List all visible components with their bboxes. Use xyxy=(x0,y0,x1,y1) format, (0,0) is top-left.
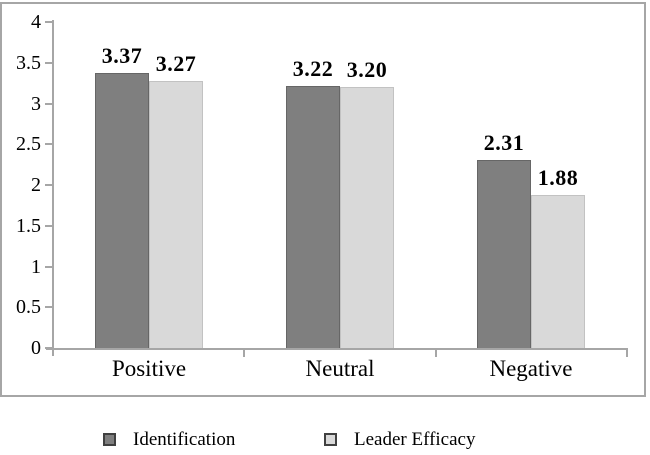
y-axis-tick-label: 2 xyxy=(31,174,41,196)
legend-label-leader-efficacy: Leader Efficacy xyxy=(354,428,476,450)
y-axis-tick-label: 3.5 xyxy=(16,52,41,74)
y-axis-line xyxy=(52,20,54,356)
legend-swatch-leader-efficacy xyxy=(324,432,337,446)
x-axis-category-label: Positive xyxy=(111,356,187,381)
value-label-identification-positive: 3.37 xyxy=(101,43,143,68)
legend-entry-identification: Identification xyxy=(103,428,236,450)
y-axis-tick xyxy=(45,306,52,308)
value-label-leader-efficacy-negative: 1.88 xyxy=(537,165,579,190)
y-axis-tick-label: 3 xyxy=(31,93,41,115)
y-axis-tick-label: 0.5 xyxy=(16,296,41,318)
y-axis-tick-label: 4 xyxy=(31,11,41,33)
y-axis-tick xyxy=(45,62,52,64)
value-label-leader-efficacy-neutral: 3.20 xyxy=(346,57,388,82)
legend-entry-leader-efficacy: Leader Efficacy xyxy=(324,428,476,450)
value-label-identification-negative: 2.31 xyxy=(483,130,525,155)
y-axis-tick-label: 2.5 xyxy=(16,133,41,155)
legend-swatch-identification xyxy=(103,432,116,446)
bar-identification-negative xyxy=(477,160,531,348)
y-axis-tick xyxy=(45,143,52,145)
legend-label-identification: Identification xyxy=(133,428,236,450)
x-axis-category-label: Neutral xyxy=(305,356,375,381)
bar-leader-efficacy-negative xyxy=(531,195,585,348)
value-label-leader-efficacy-positive: 3.27 xyxy=(155,51,197,76)
y-axis-tick-label: 0 xyxy=(31,337,41,359)
y-axis-tick-label: 1 xyxy=(31,256,41,278)
y-axis-tick-label: 1.5 xyxy=(16,215,41,237)
x-axis-line xyxy=(46,348,628,350)
y-axis-tick xyxy=(45,184,52,186)
x-axis-category-label: Negative xyxy=(489,356,573,381)
y-axis-tick xyxy=(45,266,52,268)
x-axis-tick xyxy=(626,350,628,357)
x-axis-tick xyxy=(243,350,245,357)
bar-leader-efficacy-neutral xyxy=(340,87,394,348)
value-label-identification-neutral: 3.22 xyxy=(292,56,334,81)
y-axis-tick xyxy=(45,103,52,105)
bar-leader-efficacy-positive xyxy=(149,81,203,348)
bar-identification-positive xyxy=(95,73,149,348)
y-axis-tick xyxy=(45,21,52,23)
bar-identification-neutral xyxy=(286,86,340,348)
y-axis-tick xyxy=(45,347,52,349)
y-axis-tick xyxy=(45,225,52,227)
x-axis-tick xyxy=(435,350,437,357)
